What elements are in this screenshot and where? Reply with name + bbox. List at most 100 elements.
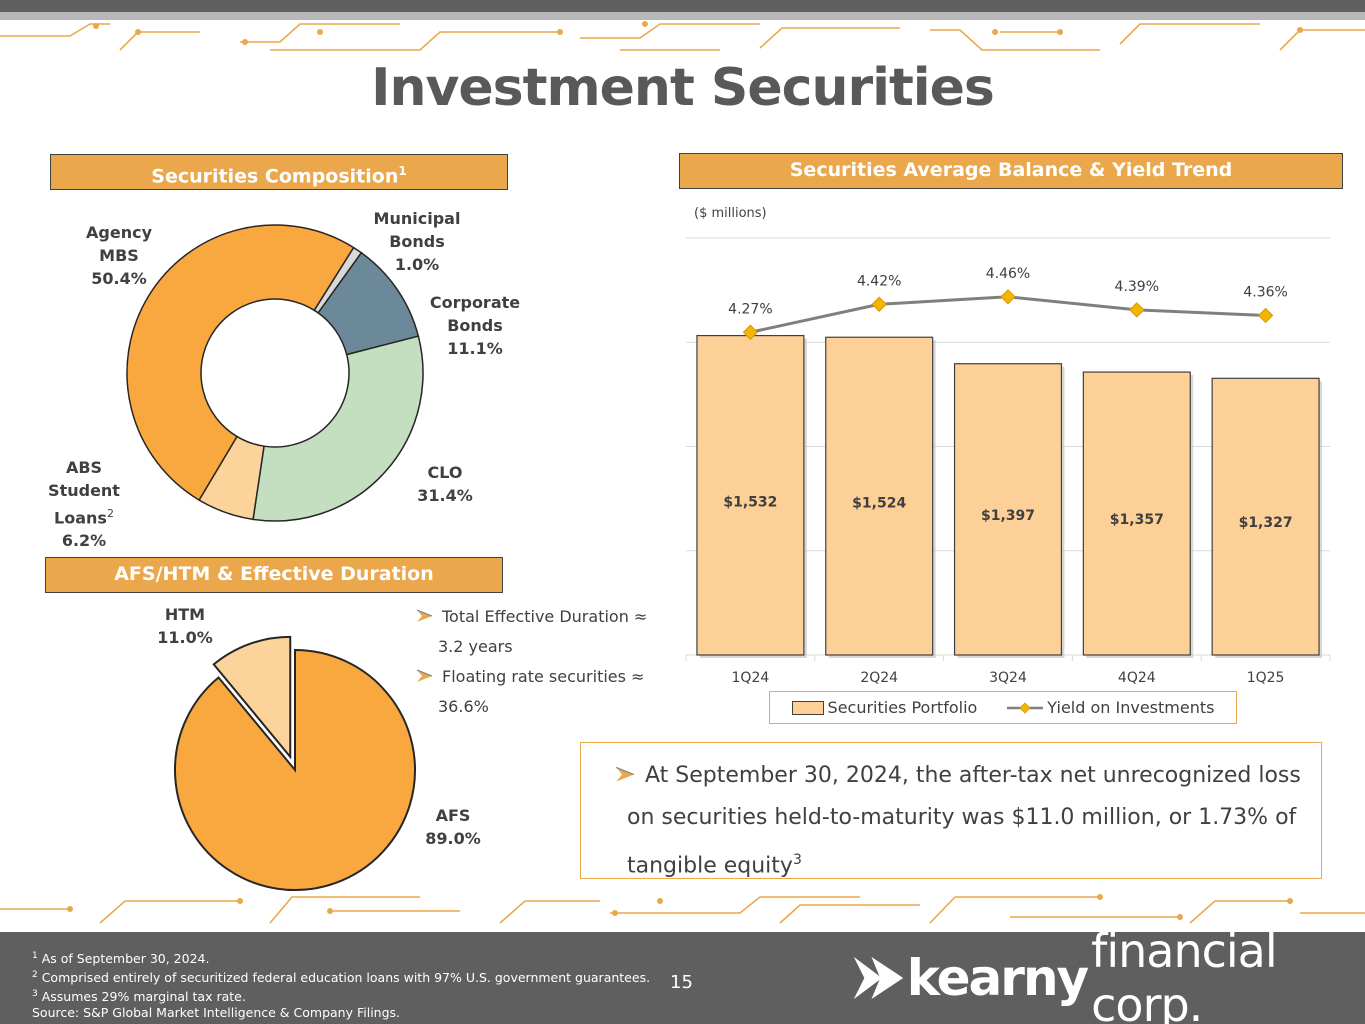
circuit-decoration-top [0,21,1365,51]
pie-slice-htm [212,635,292,760]
footnote-3: 3 Assumes 29% marginal tax rate. [32,986,650,1005]
page-title: Investment Securities [371,58,995,118]
bullet-floating: Floating rate securities ≈ 36.6% [416,662,656,722]
label-corporate-line1: Corporate [429,293,521,312]
label-abs-value: 6.2% [61,531,107,551]
label-municipal-value: 1.0% [394,255,440,274]
composition-header-text: Securities Composition [151,165,399,188]
label-corporate-line2: Bonds [447,316,503,335]
circuit-decoration-bottom [0,894,1365,924]
note-box: At September 30, 2024, the after-tax net… [580,742,1322,879]
bar-3Q24 [953,363,1063,656]
arrow-bullet-icon [615,766,635,782]
x-axis-label: 1Q25 [1247,670,1285,686]
x-axis-label: 4Q24 [1118,670,1156,686]
label-abs: ABS Student Loans2 6.2% [28,456,140,552]
afs-htm-pie-chart [174,635,416,891]
label-municipal-line1: Municipal [373,209,461,228]
label-clo-line1: CLO [427,463,463,482]
page-number: 15 [670,972,693,993]
note-body: At September 30, 2024, the after-tax net… [627,763,1301,879]
yield-marker [1129,302,1145,318]
bar-4Q24 [1082,371,1191,656]
footnote-3-text: Assumes 29% marginal tax rate. [37,989,246,1005]
footnote-source: Source: S&P Global Market Intelligence &… [32,1005,650,1021]
label-agency-mbs-line1: Agency [86,223,152,242]
afs-htm-header: AFS/HTM & Effective Duration [45,557,503,593]
bullet-duration-line1: Total Effective Duration ≈ [442,607,648,626]
top-bar-accent [0,12,1365,20]
bar-value-label: $1,397 [981,508,1035,524]
trend-chart: $1,532 1Q24 $1,524 2Q24 $1,397 3Q24 $1,357 4Q24… [685,237,1331,686]
label-abs-line2-wrap: Loans2 [28,502,140,529]
footnote-2-sup: 2 [32,970,38,981]
footnote-2-text: Comprised entirely of securitized federa… [37,970,651,986]
label-abs-line1: ABS Student [48,458,120,500]
company-logo: kearny financial corp. [852,924,1365,1024]
composition-header-sup: 1 [398,164,407,178]
legend-item-bar: Securities Portfolio [791,698,978,717]
bullet-duration-line2: 3.2 years [438,637,513,656]
kearny-chevron-logo-icon [853,956,904,1000]
label-abs-sup: 2 [106,507,114,520]
bullet-floating-line1-wrap: Floating rate securities ≈ [416,662,656,692]
legend-bar-label: Securities Portfolio [827,698,978,717]
bar-2Q24 [825,336,934,656]
bullet-floating-line2: 36.6% [438,697,489,716]
label-afs-line1: AFS [435,806,471,825]
bar-value-label: $1,357 [1110,512,1164,528]
x-axis-label: 2Q24 [860,670,898,686]
arrow-bullet-icon [416,669,433,682]
x-axis-label: 3Q24 [989,670,1027,686]
x-axis-label: 1Q24 [732,670,770,686]
bar-value-label: $1,327 [1239,515,1293,531]
label-htm-line1: HTM [164,605,206,624]
trend-header: Securities Average Balance & Yield Trend [679,153,1343,189]
bar-value-label: $1,532 [723,495,777,511]
yield-value-label: 4.27% [728,301,772,317]
bar-1Q24 [696,334,805,656]
label-clo-value: 31.4% [417,486,473,505]
legend-item-line: Yield on Investments [1007,698,1214,717]
donut-slice-abs-student-loans [198,435,265,521]
label-corporate-value: 11.1% [447,339,503,358]
yield-marker [1000,289,1016,305]
bullet-floating-line1: Floating rate securities ≈ [442,667,645,686]
label-afs-value: 89.0% [425,829,481,848]
bar-1Q25 [1211,377,1320,656]
composition-donut-chart [126,224,424,522]
label-htm: HTM 11.0% [150,603,220,649]
label-municipal-line2: Bonds [389,232,445,251]
bullet-duration-line1-wrap: Total Effective Duration ≈ [416,602,656,632]
yield-value-label: 4.36% [1243,284,1287,300]
composition-header: Securities Composition1 [50,154,508,190]
bar-value-label: $1,524 [852,495,906,511]
yield-value-label: 4.46% [986,266,1030,282]
yield-marker [871,296,887,312]
footnote-1-text: As of September 30, 2024. [37,951,210,967]
donut-slice-clo [252,335,424,522]
label-agency-mbs-value: 50.4% [91,269,147,288]
label-afs: AFS 89.0% [418,804,488,850]
footer [0,932,1365,1024]
trend-units: ($ millions) [694,206,767,221]
label-clo: CLO 31.4% [410,461,480,507]
footnote-3-sup: 3 [32,989,38,1000]
trend-legend: Securities Portfolio Yield on Investment… [769,691,1237,724]
legend-line-swatch [1007,701,1044,714]
logo-text-thin: financial corp. [1091,924,1278,1024]
yield-value-label: 4.42% [857,273,901,289]
label-agency-mbs-line2: MBS [99,246,139,265]
yield-marker [1257,307,1274,324]
note-text: At September 30, 2024, the after-tax net… [615,755,1315,887]
label-corporate: Corporate Bonds 11.1% [425,291,525,360]
yield-marker [742,324,759,340]
bullet-duration: Total Effective Duration ≈ 3.2 years [416,602,656,662]
pie-slice-afs [174,648,416,891]
legend-bar-swatch [791,700,824,715]
arrow-bullet-icon [416,609,433,622]
top-bar [0,0,1365,12]
logo-text-bold: kearny [906,949,1089,1007]
footnotes: 1 As of September 30, 2024. 2 Comprised … [32,948,650,1021]
footnote-1-sup: 1 [32,951,38,961]
